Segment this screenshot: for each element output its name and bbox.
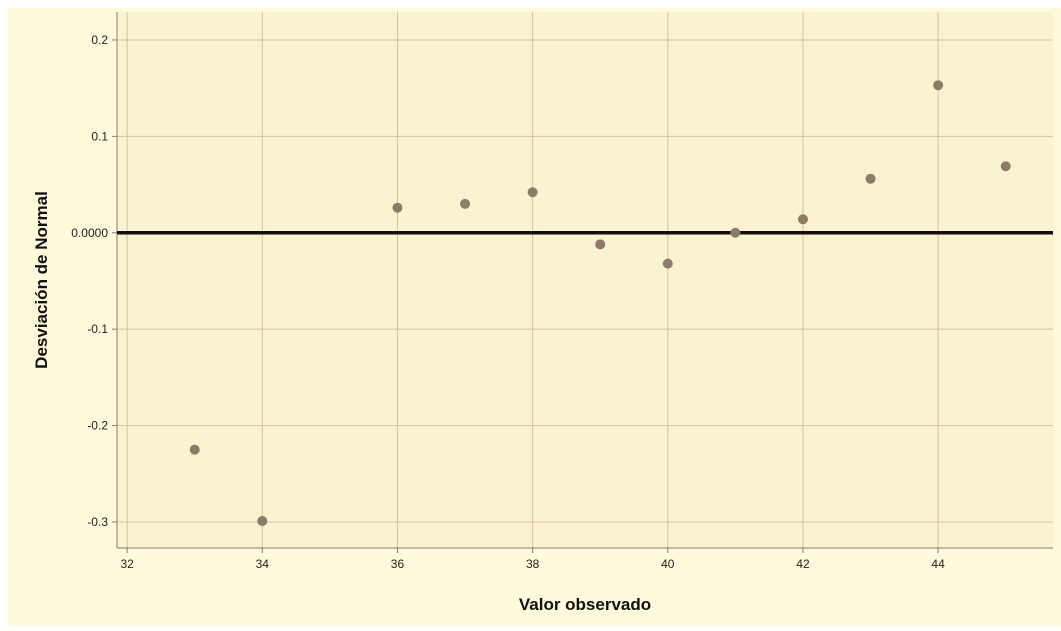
y-tick-label: 0.1 (91, 129, 108, 143)
y-tick-label: 0.2 (91, 33, 108, 47)
data-point (595, 239, 606, 250)
x-axis-title: Valor observado (519, 595, 651, 614)
y-tick-label: -0.3 (87, 515, 108, 529)
x-tick-labels: 32 34 36 38 40 42 44 (120, 557, 945, 571)
plot-area (117, 12, 1053, 548)
data-point (189, 444, 200, 455)
x-tick-label: 32 (120, 557, 134, 571)
x-tick-label: 38 (526, 557, 540, 571)
y-tick-label: -0.2 (87, 419, 108, 433)
y-axis-title: Desviación de Normal (32, 191, 51, 369)
x-tick-label: 36 (391, 557, 405, 571)
data-point (257, 516, 268, 527)
y-tick-label: -0.1 (87, 322, 108, 336)
x-tick-label: 42 (796, 557, 810, 571)
data-point (730, 227, 741, 238)
data-point (797, 214, 808, 225)
data-point (392, 202, 403, 213)
data-point (527, 187, 538, 198)
x-tick-label: 44 (931, 557, 945, 571)
data-point (460, 198, 471, 209)
data-points (189, 80, 1011, 527)
axes (112, 12, 1053, 553)
data-point (1000, 161, 1011, 172)
grid-lines (117, 12, 1053, 548)
data-point (933, 80, 944, 91)
data-point (865, 173, 876, 184)
data-point (662, 258, 673, 269)
x-tick-label: 40 (661, 557, 675, 571)
y-tick-labels: 0.2 0.1 0.0000 -0.1 -0.2 -0.3 (71, 33, 108, 529)
x-tick-label: 34 (256, 557, 270, 571)
y-tick-label: 0.0000 (71, 226, 108, 240)
